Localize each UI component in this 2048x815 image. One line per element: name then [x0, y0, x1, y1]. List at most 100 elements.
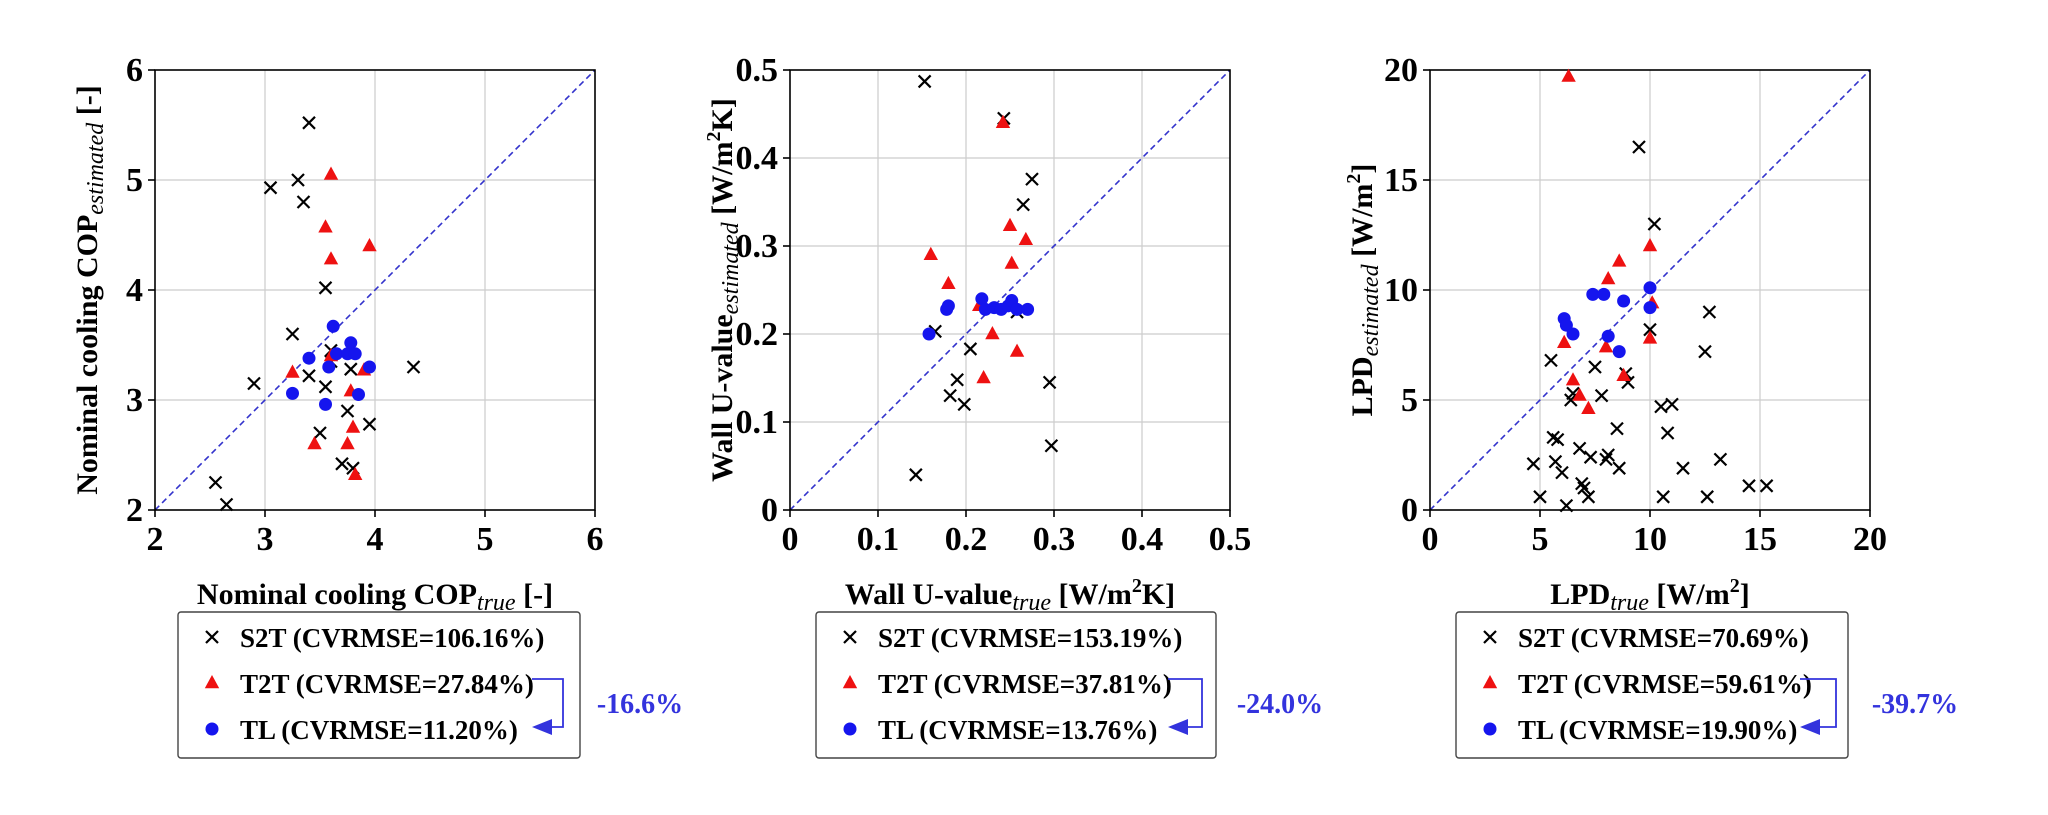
data-point-circle [843, 722, 857, 736]
legend-frame [815, 611, 1217, 759]
data-point-x [1654, 399, 1668, 414]
data-point-triangle [362, 238, 377, 252]
data-point-triangle [1601, 271, 1616, 285]
improvement-arrow-line [1800, 678, 1837, 728]
legend-box: S2T (CVRMSE=70.69%) T2T (CVRMSE=59.61%) TL… [1455, 611, 1958, 759]
data-point-x [1601, 448, 1615, 462]
y-axis-label: Nominal cooling COPestimated [-] [71, 85, 109, 494]
legend-entry-tl: TL (CVRMSE=19.90%) [1518, 715, 1797, 745]
data-point-x [1544, 353, 1558, 368]
data-point-circle [1643, 281, 1657, 295]
data-point-triangle [1002, 217, 1018, 231]
data-point-x [1577, 481, 1591, 495]
series-t2t [285, 166, 377, 480]
legend-entry-tl: TL (CVRMSE=13.76%) [878, 715, 1157, 745]
label-part: K] [706, 98, 739, 131]
series-s2t [909, 74, 1059, 482]
data-point-circle [1021, 302, 1035, 316]
legend-box: S2T (CVRMSE=153.19%) T2T (CVRMSE=37.81%) T… [815, 611, 1323, 759]
data-point-circle [1586, 287, 1600, 301]
data-point-triangle [1018, 231, 1034, 246]
legend-entry-tl: TL (CVRMSE=11.20%) [240, 715, 518, 745]
x-axis-label: Wall U-valuetrue [W/m2K] [845, 575, 1175, 616]
data-point-triangle [1616, 367, 1631, 381]
data-point-x [335, 457, 349, 471]
data-point-x [1025, 172, 1039, 186]
y-tick-label: 4 [126, 272, 143, 309]
label-part: [-] [516, 578, 553, 611]
data-point-triangle [1561, 68, 1576, 82]
label-part: 2 [1343, 174, 1365, 184]
data-point-x [1742, 479, 1756, 493]
improvement-percentage: -16.6% [597, 689, 683, 720]
label-part: ] [1740, 578, 1750, 611]
label-part: K] [1142, 578, 1175, 611]
data-point-x [302, 116, 316, 130]
data-point-triangle [345, 419, 361, 433]
data-point-x [943, 388, 957, 403]
legend-frame [177, 611, 581, 759]
data-point-circle [330, 347, 343, 361]
legend-entry-t2t: T2T (CVRMSE=27.84%) [240, 669, 534, 699]
data-point-triangle [842, 675, 858, 689]
data-point-triangle [318, 219, 333, 233]
label-part: LPD [1550, 578, 1610, 611]
data-point-x [247, 376, 261, 391]
series-t2t [1557, 68, 1660, 414]
data-point-circle [302, 351, 316, 365]
data-point-x [909, 468, 923, 482]
data-point-circle [922, 327, 936, 341]
x-tick-label: 0.2 [945, 521, 988, 558]
improvement-arrow-line [1168, 678, 1203, 728]
improvement-percentage: -39.7% [1872, 689, 1958, 720]
data-point-triangle [1565, 372, 1581, 386]
y-tick-label: 0 [761, 492, 778, 529]
data-point-x [362, 417, 377, 431]
data-point-triangle [323, 166, 339, 180]
y-tick-label: 15 [1384, 162, 1418, 199]
y-tick-label: 3 [126, 382, 143, 419]
data-point-x [1643, 322, 1657, 337]
legend-frame [1455, 611, 1849, 759]
data-point-triangle [348, 466, 363, 480]
data-point-circle [363, 360, 376, 374]
data-point-x [1660, 426, 1675, 440]
series-tl [922, 292, 1035, 341]
legend-entry-t2t: T2T (CVRMSE=37.81%) [878, 669, 1172, 699]
data-point-triangle [941, 275, 956, 290]
data-point-x [963, 342, 978, 356]
label-part: ] [1346, 164, 1379, 174]
data-point-x [296, 195, 311, 209]
data-point-x [1016, 197, 1030, 212]
data-point-x [1550, 432, 1565, 447]
data-point-x [1676, 461, 1690, 475]
data-point-x [1526, 457, 1541, 471]
data-point-triangle [1004, 255, 1019, 269]
data-point-x [219, 497, 234, 512]
x-tick-label: 0 [782, 521, 799, 558]
data-point-x [843, 630, 857, 644]
data-point-triangle [1581, 400, 1596, 414]
data-point-circle [205, 722, 219, 736]
label-part: Wall U-value [845, 578, 1013, 611]
data-point-circle [319, 397, 332, 411]
data-point-x [1533, 490, 1547, 504]
data-point-circle [941, 299, 955, 313]
data-point-circle [322, 360, 336, 374]
y-tick-label: 0.4 [736, 140, 779, 177]
data-point-circle [348, 347, 362, 361]
x-tick-label: 0 [1422, 521, 1439, 558]
x-tick-label: 0.1 [857, 521, 900, 558]
x-tick-label: 10 [1633, 521, 1667, 558]
data-point-x [1546, 430, 1560, 445]
legend-entry-t2t: T2T (CVRMSE=59.61%) [1518, 669, 1812, 699]
y-tick-label: 6 [126, 52, 143, 89]
data-point-x [1559, 498, 1574, 513]
data-point-x [302, 369, 316, 383]
x-axis-label: LPDtrue [W/m2] [1550, 575, 1750, 616]
data-point-circle [1643, 301, 1657, 315]
data-point-x [1698, 344, 1712, 359]
